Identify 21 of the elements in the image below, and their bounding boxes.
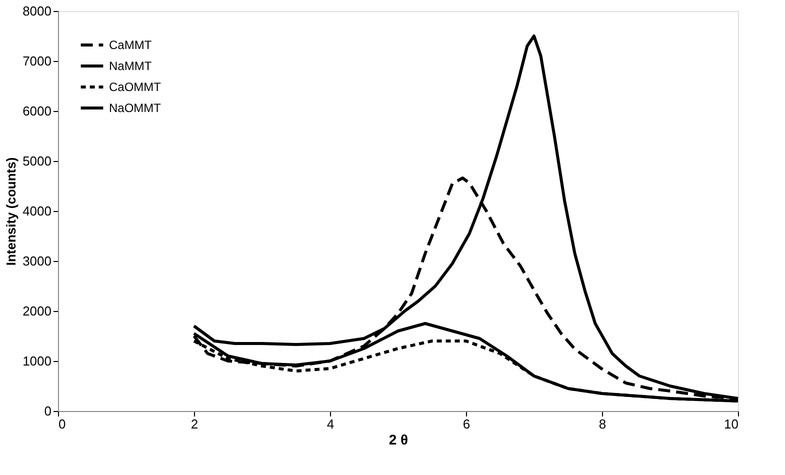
legend-label: CaOMMT	[109, 80, 162, 94]
x-tick-label: 4	[326, 416, 334, 432]
x-tick-label: 6	[462, 416, 470, 432]
y-tick-label: 1000	[22, 354, 52, 368]
y-tick-label: 4000	[22, 204, 52, 218]
legend-label: CaMMT	[109, 38, 152, 52]
x-axis-title: 2 θ	[388, 432, 408, 448]
x-tick-label: 10	[724, 416, 738, 432]
y-tick-label: 7000	[22, 54, 52, 68]
y-tick-label: 0	[44, 404, 52, 418]
y-tick-label: 3000	[22, 254, 52, 268]
legend-label: NaMMT	[109, 59, 152, 73]
y-tick-label: 6000	[22, 104, 52, 118]
y-axis-title: Intensity (counts)	[4, 157, 19, 266]
legend-label: NaOMMT	[109, 101, 162, 115]
x-tick-label: 2	[190, 416, 198, 432]
y-tick-label: 2000	[22, 304, 52, 318]
y-tick-label: 5000	[22, 154, 52, 168]
x-tick-label: 8	[598, 416, 606, 432]
x-tick-label: 0	[58, 416, 66, 432]
y-tick-label: 8000	[22, 4, 52, 18]
